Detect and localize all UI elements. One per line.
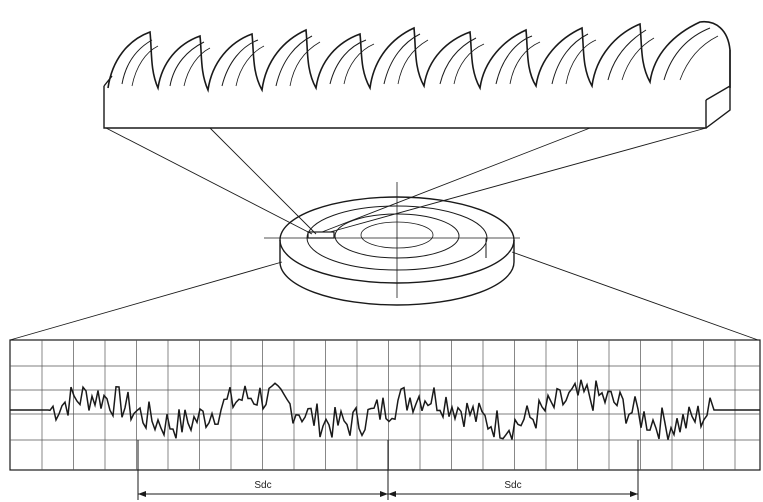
dim-label-left: Sdc bbox=[254, 480, 271, 491]
dim-label-right: Sdc bbox=[504, 480, 521, 491]
dim-arrowheads bbox=[138, 491, 638, 497]
block-side-face bbox=[705, 50, 731, 129]
disc-specimen bbox=[264, 182, 520, 306]
profile-chart bbox=[9, 339, 761, 471]
profile-trace bbox=[10, 379, 760, 440]
profile-frame bbox=[9, 339, 761, 471]
surface-ridge-shading-2 bbox=[131, 35, 719, 87]
disc-side bbox=[279, 240, 515, 306]
projection-lines-top bbox=[105, 127, 707, 235]
block-left-edge bbox=[103, 75, 113, 87]
surface-ridges bbox=[107, 21, 731, 93]
measurement-track bbox=[307, 231, 335, 239]
block-front-face bbox=[103, 86, 707, 129]
projection-lines-bottom bbox=[9, 251, 759, 341]
surface-block bbox=[103, 21, 731, 129]
profile-grid bbox=[9, 339, 761, 471]
dimension-annotation: Sdc Sdc bbox=[137, 440, 639, 500]
surface-ridge-shading bbox=[121, 27, 711, 87]
